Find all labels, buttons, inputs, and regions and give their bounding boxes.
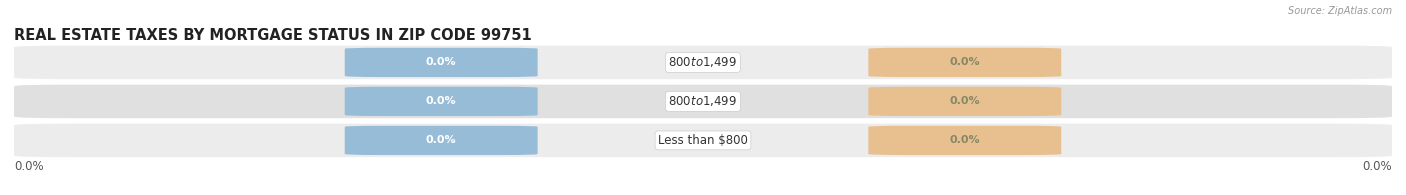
Text: 0.0%: 0.0%	[14, 160, 44, 173]
FancyBboxPatch shape	[14, 46, 1392, 79]
Text: 0.0%: 0.0%	[1362, 160, 1392, 173]
FancyBboxPatch shape	[869, 126, 1062, 155]
Text: 0.0%: 0.0%	[949, 96, 980, 106]
FancyBboxPatch shape	[344, 48, 537, 77]
FancyBboxPatch shape	[869, 48, 1062, 77]
Text: Source: ZipAtlas.com: Source: ZipAtlas.com	[1288, 6, 1392, 16]
FancyBboxPatch shape	[869, 87, 1062, 116]
Text: 0.0%: 0.0%	[949, 57, 980, 67]
Text: 0.0%: 0.0%	[426, 57, 457, 67]
FancyBboxPatch shape	[14, 124, 1392, 157]
Text: Less than $800: Less than $800	[658, 134, 748, 147]
Text: 0.0%: 0.0%	[426, 96, 457, 106]
FancyBboxPatch shape	[14, 85, 1392, 118]
FancyBboxPatch shape	[344, 87, 537, 116]
Text: 0.0%: 0.0%	[949, 135, 980, 145]
Text: $800 to $1,499: $800 to $1,499	[668, 94, 738, 108]
Text: $800 to $1,499: $800 to $1,499	[668, 55, 738, 69]
Text: REAL ESTATE TAXES BY MORTGAGE STATUS IN ZIP CODE 99751: REAL ESTATE TAXES BY MORTGAGE STATUS IN …	[14, 28, 531, 43]
Text: 0.0%: 0.0%	[426, 135, 457, 145]
FancyBboxPatch shape	[344, 126, 537, 155]
